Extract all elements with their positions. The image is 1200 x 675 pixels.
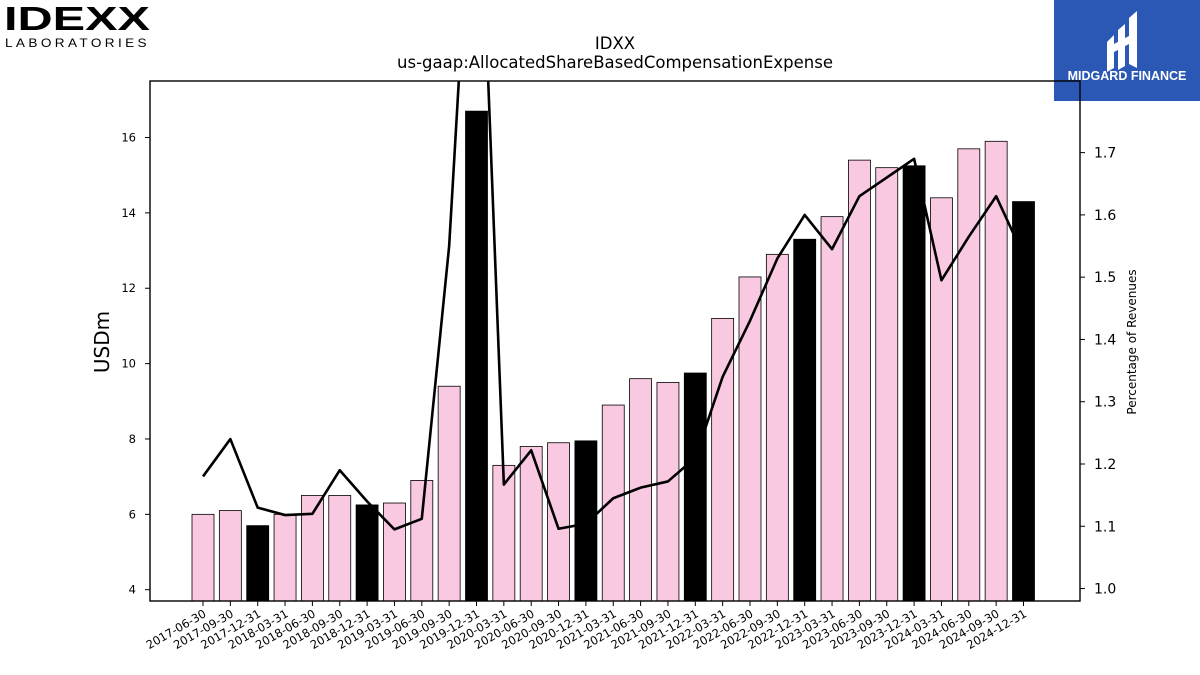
y-tick-label: 4: [129, 583, 136, 597]
bar-2024-12-31: [1012, 201, 1035, 601]
percentage-of-revenues-line: [201, 81, 1025, 531]
bar-2024-03-31: [930, 197, 953, 601]
y2-tick-label: 1.4: [1094, 332, 1116, 348]
bar-2021-06-30: [629, 378, 652, 601]
bar-2023-09-30: [875, 167, 899, 601]
bar-2023-06-30: [848, 159, 871, 601]
bar-2023-03-31: [820, 216, 844, 601]
bar-2018-09-30: [328, 495, 352, 601]
bar-2020-06-30: [519, 446, 543, 601]
y2-tick-label: 1.5: [1094, 270, 1116, 286]
bar-2019-03-31: [383, 502, 406, 601]
y-tick-label: 16: [121, 131, 136, 145]
bar-2018-12-31: [355, 504, 379, 601]
bar-2017-12-31: [246, 525, 270, 601]
y-tick-label: 8: [129, 432, 136, 446]
bar-2017-06-30: [191, 513, 215, 601]
midgard-emblem-icon: [1107, 11, 1137, 72]
y2-tick-label: 1.1: [1094, 519, 1116, 535]
midgard-logo-text: MIDGARD FINANCE: [1068, 69, 1187, 83]
idexx-logo: IDEXX LABORATORIES: [4, 0, 150, 50]
y-tick-label: 10: [121, 357, 136, 371]
bar-2022-12-31: [793, 238, 817, 601]
bar-2021-03-31: [601, 404, 625, 601]
plot-frame: [149, 80, 1081, 602]
chart-subtitle: us-gaap:AllocatedShareBasedCompensationE…: [397, 53, 833, 72]
y2-tick-label: 1.7: [1094, 146, 1116, 162]
bar-2023-12-31: [902, 165, 926, 601]
bar-2019-09-30: [437, 385, 461, 601]
chart-title: IDXX: [595, 34, 635, 53]
bar-2017-09-30: [218, 510, 242, 601]
y-axis-label: USDm: [90, 311, 114, 373]
bar-2019-12-31: [465, 110, 488, 601]
bar-2024-06-30: [957, 148, 981, 601]
bar-2021-09-30: [656, 382, 680, 601]
y-tick-label: 6: [129, 507, 136, 521]
y2-axis-label: Percentage of Revenues: [1125, 269, 1139, 414]
y-tick-label: 12: [121, 281, 136, 295]
y2-tick-label: 1.3: [1094, 395, 1116, 411]
y2-tick-label: 1.6: [1094, 208, 1116, 224]
bar-2022-09-30: [765, 253, 789, 601]
bar-2022-06-30: [738, 276, 762, 601]
bar-2018-03-31: [273, 513, 297, 601]
bar-2021-12-31: [683, 372, 707, 601]
midgard-finance-logo: MIDGARD FINANCE: [1054, 0, 1200, 101]
idexx-logo-word: IDEXX: [4, 0, 150, 37]
bar-2018-06-30: [300, 495, 324, 601]
y-tick-label: 14: [121, 206, 136, 220]
y2-tick-label: 1.0: [1094, 582, 1116, 598]
bar-2020-09-30: [547, 442, 570, 601]
idexx-logo-subtitle: LABORATORIES: [5, 36, 150, 50]
y2-tick-label: 1.2: [1094, 457, 1116, 473]
bar-2020-12-31: [574, 440, 598, 601]
bar-2019-06-30: [410, 480, 434, 601]
midgard-logo-background: [1054, 0, 1200, 101]
